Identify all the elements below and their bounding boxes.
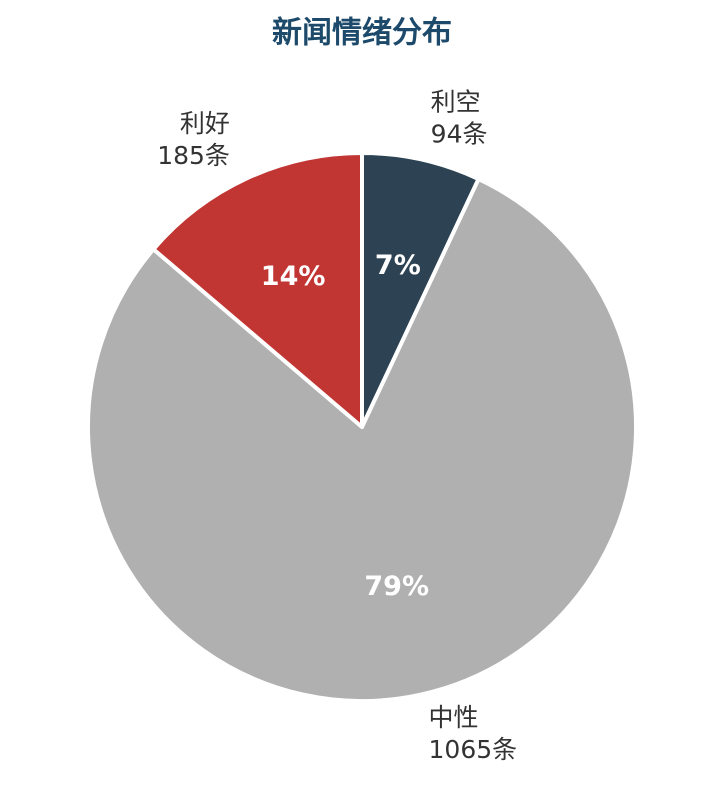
pie-slice <box>360 151 481 429</box>
category-label: 利好 <box>180 109 230 138</box>
category-label: 中性 <box>429 703 479 732</box>
pie-slice <box>86 177 638 703</box>
count-label: 1065条 <box>429 735 518 764</box>
count-label: 185条 <box>157 141 230 170</box>
percent-label: 79% <box>364 571 429 602</box>
pie-slice <box>151 151 364 429</box>
category-label: 利空 <box>431 87 481 116</box>
percent-label: 7% <box>375 250 421 281</box>
chart-title: 新闻情绪分布 <box>272 16 452 51</box>
percent-label: 14% <box>261 261 326 292</box>
count-label: 94条 <box>431 119 488 148</box>
